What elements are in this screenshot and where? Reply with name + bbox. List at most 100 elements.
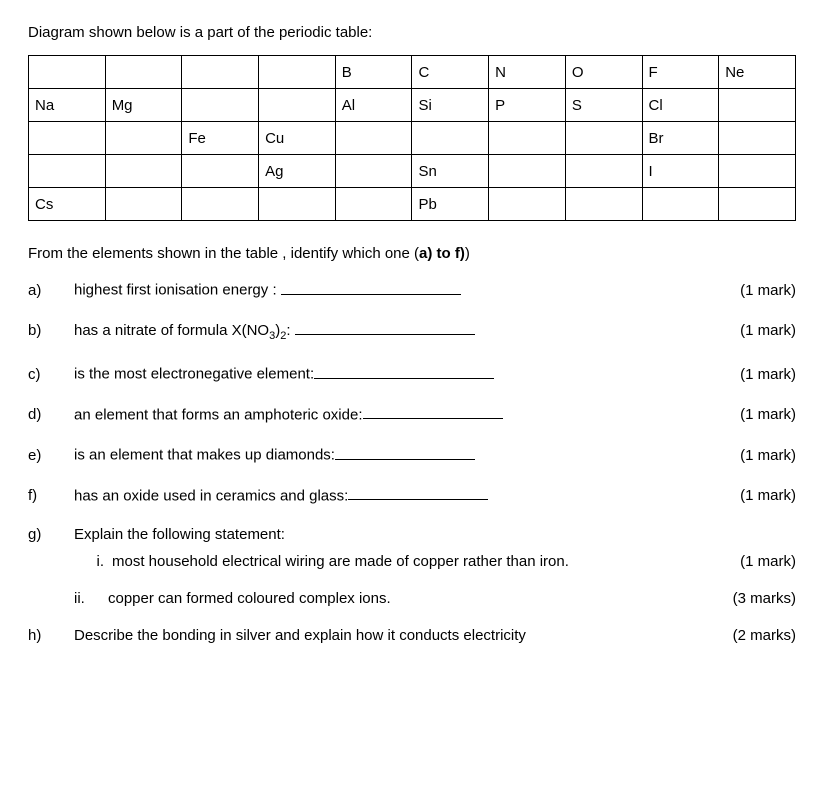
- question-g-ii-text: copper can formed coloured complex ions.: [108, 590, 706, 607]
- answer-blank[interactable]: [314, 364, 494, 379]
- table-cell: Fe: [182, 122, 259, 155]
- table-cell: [412, 122, 489, 155]
- table-cell: Sn: [412, 155, 489, 188]
- table-cell: Pb: [412, 188, 489, 221]
- table-cell: [719, 188, 796, 221]
- question-g-ii-marks: (3 marks): [706, 590, 796, 607]
- question-a-marks: (1 mark): [706, 282, 796, 299]
- table-cell: [182, 56, 259, 89]
- table-cell: [335, 122, 412, 155]
- answer-blank[interactable]: [295, 321, 475, 336]
- question-d-label: d): [28, 406, 74, 423]
- table-cell: Si: [412, 89, 489, 122]
- subintro-suffix: ): [465, 245, 470, 262]
- table-row: NaMg AlSiPSCl: [29, 89, 796, 122]
- question-f-marks: (1 mark): [706, 487, 796, 504]
- question-f-label: f): [28, 487, 74, 504]
- table-cell: [335, 188, 412, 221]
- question-a-label: a): [28, 282, 74, 299]
- table-row: FeCu Br: [29, 122, 796, 155]
- table-cell: [565, 155, 642, 188]
- question-g-subs: i. most household electrical wiring are …: [74, 553, 796, 607]
- table-cell: Al: [335, 89, 412, 122]
- periodic-table: BCNOFNeNaMgAlSiPSClFeCuBrAgSnICsPb: [28, 55, 796, 221]
- question-d-marks: (1 mark): [706, 406, 796, 423]
- table-cell: [29, 155, 106, 188]
- question-b-marks: (1 mark): [706, 322, 796, 339]
- table-cell: [259, 89, 336, 122]
- question-g-ii: ii. copper can formed coloured complex i…: [74, 590, 796, 607]
- question-h-label: h): [28, 627, 74, 644]
- question-e-label: e): [28, 447, 74, 464]
- table-cell: [719, 122, 796, 155]
- table-cell: Br: [642, 122, 719, 155]
- table-cell: Na: [29, 89, 106, 122]
- question-c-prompt: is the most electronegative element:: [74, 366, 314, 383]
- table-cell: [29, 56, 106, 89]
- table-cell: Ne: [719, 56, 796, 89]
- table-cell: [489, 188, 566, 221]
- question-a-text: highest first ionisation energy :: [74, 280, 706, 299]
- table-cell: F: [642, 56, 719, 89]
- question-d: d) an element that forms an amphoteric o…: [28, 405, 796, 424]
- question-d-text: an element that forms an amphoteric oxid…: [74, 405, 706, 424]
- question-g-i-marks: (1 mark): [706, 553, 796, 570]
- table-row: BCNOFNe: [29, 56, 796, 89]
- table-cell: B: [335, 56, 412, 89]
- intro-text: Diagram shown below is a part of the per…: [28, 24, 796, 41]
- question-b: b) has a nitrate of formula X(NO3)2: (1 …: [28, 321, 796, 343]
- question-g-i: i. most household electrical wiring are …: [74, 553, 796, 570]
- question-c-label: c): [28, 366, 74, 383]
- table-cell: S: [565, 89, 642, 122]
- question-b-label: b): [28, 322, 74, 339]
- answer-blank[interactable]: [348, 486, 488, 501]
- table-cell: [105, 122, 182, 155]
- table-cell: [719, 155, 796, 188]
- sub-intro: From the elements shown in the table , i…: [28, 245, 796, 262]
- question-g: g) Explain the following statement:: [28, 526, 796, 543]
- answer-blank[interactable]: [363, 405, 503, 420]
- table-cell: Cl: [642, 89, 719, 122]
- question-e-marks: (1 mark): [706, 447, 796, 464]
- table-cell: [182, 155, 259, 188]
- question-g-i-label: i.: [74, 553, 112, 570]
- question-c: c) is the most electronegative element: …: [28, 364, 796, 383]
- table-cell: [105, 56, 182, 89]
- table-cell: [182, 89, 259, 122]
- table-cell: [259, 56, 336, 89]
- table-cell: [105, 188, 182, 221]
- subintro-prefix: From the elements shown in the table , i…: [28, 245, 419, 262]
- table-cell: [489, 122, 566, 155]
- table-cell: Ag: [259, 155, 336, 188]
- question-g-text: Explain the following statement:: [74, 526, 706, 543]
- question-g-ii-label: ii.: [74, 590, 108, 607]
- table-cell: Cu: [259, 122, 336, 155]
- question-c-marks: (1 mark): [706, 366, 796, 383]
- table-cell: N: [489, 56, 566, 89]
- answer-blank[interactable]: [335, 445, 475, 460]
- question-e-prompt: is an element that makes up diamonds:: [74, 447, 335, 464]
- table-cell: [489, 155, 566, 188]
- question-e-text: is an element that makes up diamonds:: [74, 445, 706, 464]
- table-cell: [642, 188, 719, 221]
- table-row: CsPb: [29, 188, 796, 221]
- question-h-text: Describe the bonding in silver and expla…: [74, 627, 706, 644]
- table-cell: [105, 155, 182, 188]
- question-b-text: has a nitrate of formula X(NO3)2:: [74, 321, 706, 343]
- question-g-label: g): [28, 526, 74, 543]
- answer-blank[interactable]: [281, 280, 461, 295]
- table-cell: [182, 188, 259, 221]
- table-cell: Mg: [105, 89, 182, 122]
- table-row: AgSnI: [29, 155, 796, 188]
- table-cell: [565, 188, 642, 221]
- question-f-text: has an oxide used in ceramics and glass:: [74, 486, 706, 505]
- table-cell: [335, 155, 412, 188]
- table-cell: [565, 122, 642, 155]
- table-cell: P: [489, 89, 566, 122]
- question-e: e) is an element that makes up diamonds:…: [28, 445, 796, 464]
- question-h-marks: (2 marks): [706, 627, 796, 644]
- question-f-prompt: has an oxide used in ceramics and glass:: [74, 487, 348, 504]
- table-cell: [259, 188, 336, 221]
- table-cell: C: [412, 56, 489, 89]
- question-d-prompt: an element that forms an amphoteric oxid…: [74, 406, 363, 423]
